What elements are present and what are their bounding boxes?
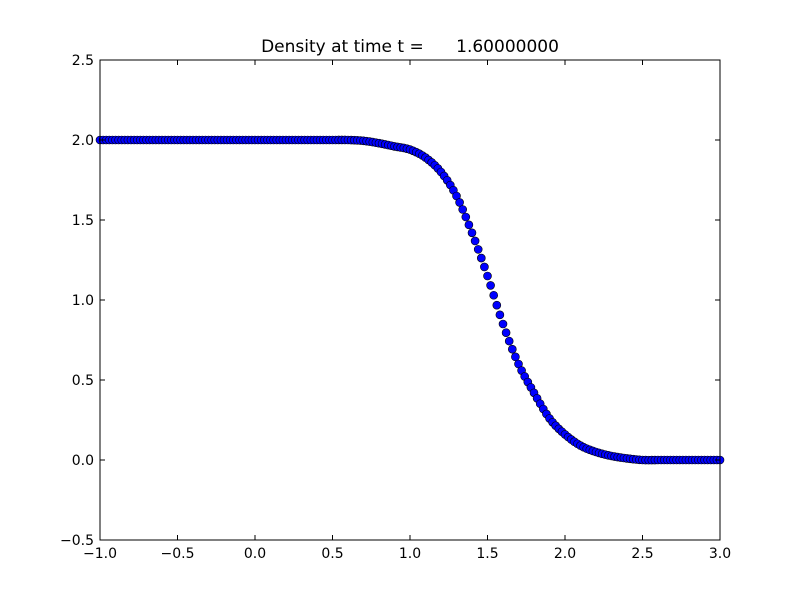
x-tick-label: 1.0 [399,546,421,562]
data-markers [95,135,725,465]
data-point [467,228,477,238]
x-tick-label: −0.5 [161,546,195,562]
x-tick-label: −1.0 [83,546,117,562]
data-point [507,344,517,354]
data-point [470,236,480,246]
y-tick-label: 0.5 [72,373,94,389]
y-tick-label: 2.0 [72,133,94,149]
data-point [495,310,505,320]
data-point [504,336,514,346]
data-point [492,300,502,310]
x-tick-label: 0.5 [321,546,343,562]
axis-ticks [99,59,721,541]
data-point [473,245,483,254]
data-point [489,290,499,300]
y-tick-label: 1.0 [72,293,94,309]
axis-tick-labels: −1.0 −0.5 0.0 0.5 1.0 1.5 2.0 2.5 3.0−0.50.00.51… [60,53,731,562]
x-tick-label: 2.0 [554,546,576,562]
x-tick-label: 0.0 [244,546,266,562]
data-point [480,262,489,272]
data-point [461,212,471,222]
data-point [501,328,511,337]
data-point [455,198,464,207]
chart-title: Density at time t = 1.60000000 [261,37,559,57]
y-tick-label: −0.5 [60,533,94,549]
data-point [483,271,492,281]
data-point [498,319,508,329]
x-tick-label: 3.0 [709,546,731,562]
y-tick-label: 0.0 [72,453,94,469]
y-tick-label: 2.5 [72,53,94,69]
data-point [511,352,520,362]
data-point [476,253,486,263]
x-tick-label: 2.5 [631,546,653,562]
y-tick-label: 1.5 [72,213,94,229]
data-point [464,220,474,230]
data-point [486,281,495,290]
x-tick-label: 1.5 [476,546,498,562]
plot-frame [99,59,721,541]
data-point [458,205,468,214]
